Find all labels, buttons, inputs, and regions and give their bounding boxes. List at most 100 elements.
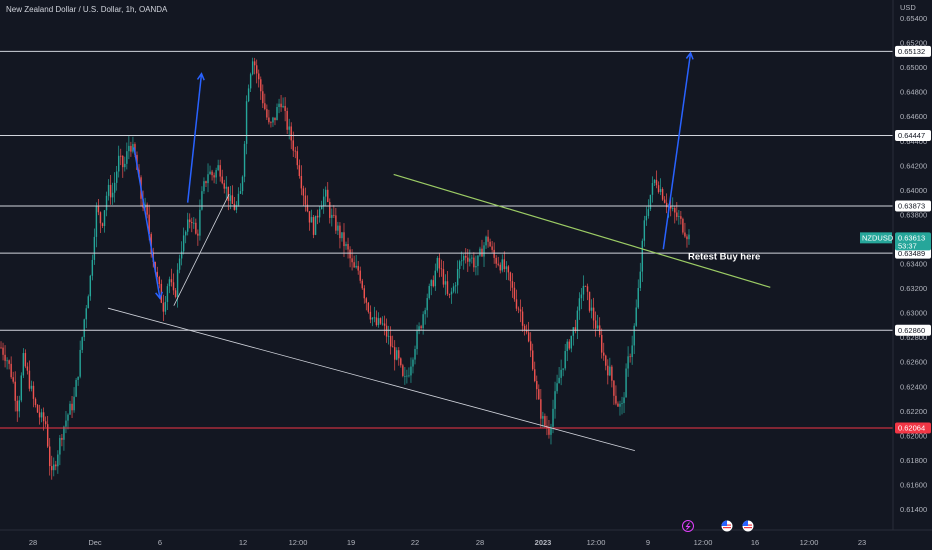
candle [260,76,262,100]
candle-body [120,155,122,157]
candle-body [398,350,400,359]
candle [574,319,577,334]
candle [213,172,215,184]
candle-body [605,355,607,366]
candle [95,202,98,248]
candle-body [674,208,676,213]
candle [158,275,161,289]
candle [126,142,128,170]
x-tick-label: 28 [29,538,37,547]
candle-body [367,302,370,312]
candle [517,306,520,314]
candle [444,274,447,296]
candle-body [525,330,528,333]
candle-body [235,205,238,210]
candle [337,221,339,235]
level-label-text: 0.62860 [898,326,925,335]
candle [580,287,583,310]
candle-body [16,400,18,412]
candle [4,345,6,368]
candle [57,450,59,474]
candle-body [233,203,236,210]
lightning-icon[interactable] [682,520,694,532]
candle-body [91,259,94,276]
candle-body [572,327,575,336]
candle-body [258,73,260,80]
candle [345,241,347,250]
candle [77,376,79,386]
candle [207,163,209,193]
candle-body [578,298,581,311]
candle [477,255,479,276]
candle-body [582,285,585,295]
candle-body [26,366,29,371]
candle-body [670,206,672,209]
candle [79,340,81,379]
us-flag-icon[interactable] [721,520,733,532]
candle [564,343,566,371]
candle-body [609,366,611,376]
candle [387,325,390,345]
candle [400,357,402,368]
candle-body [162,302,165,312]
y-tick-label: 0.64600 [900,112,927,121]
candle [118,145,120,178]
candle [111,182,114,205]
candle-body [430,280,432,287]
candle [314,215,317,236]
candle [241,175,244,195]
candle-body [615,395,617,404]
candle-body [184,231,187,236]
candle [211,169,213,181]
candle [584,285,587,287]
candle-body [276,107,278,121]
level-label-text: 0.65132 [898,47,925,56]
candle-body [87,296,89,309]
candle-body [540,399,542,419]
candle [412,357,414,374]
candle [414,345,416,365]
y-tick-label: 0.64200 [900,161,927,170]
candle [454,282,457,294]
candle-body [458,261,461,269]
candle-body [678,216,680,218]
candle-body [452,286,455,292]
candle-body [61,437,63,440]
candle-body [655,179,658,186]
candle-body [661,189,664,200]
candle-body [594,320,597,329]
candle-body [46,424,49,447]
arrow-head [196,72,205,81]
candle [6,357,8,370]
candle-body [229,195,232,201]
candle-body [36,404,39,413]
candle [657,181,660,194]
candle-body [209,171,211,175]
candle-body [511,281,514,288]
candle-body [109,184,112,198]
candle [389,326,392,355]
candle-body [467,257,469,262]
candle [10,356,12,379]
candle-body [57,454,59,467]
candle-body [519,309,522,312]
candle [229,185,232,210]
candle [298,159,301,179]
candle [14,371,16,412]
candle-body [499,264,501,271]
us-flag-icon[interactable] [742,520,754,532]
candle [97,199,100,216]
candle [266,104,268,120]
x-tick-label: 23 [858,538,866,547]
candle [485,235,487,249]
candle-body [79,349,81,377]
candle-body [24,353,27,367]
candle-body [310,217,313,223]
x-tick-label: 22 [411,538,419,547]
candle [172,273,175,295]
candle-body [503,259,506,270]
candle-body [81,337,83,350]
candle-body [625,368,627,398]
candle-body [576,310,579,331]
